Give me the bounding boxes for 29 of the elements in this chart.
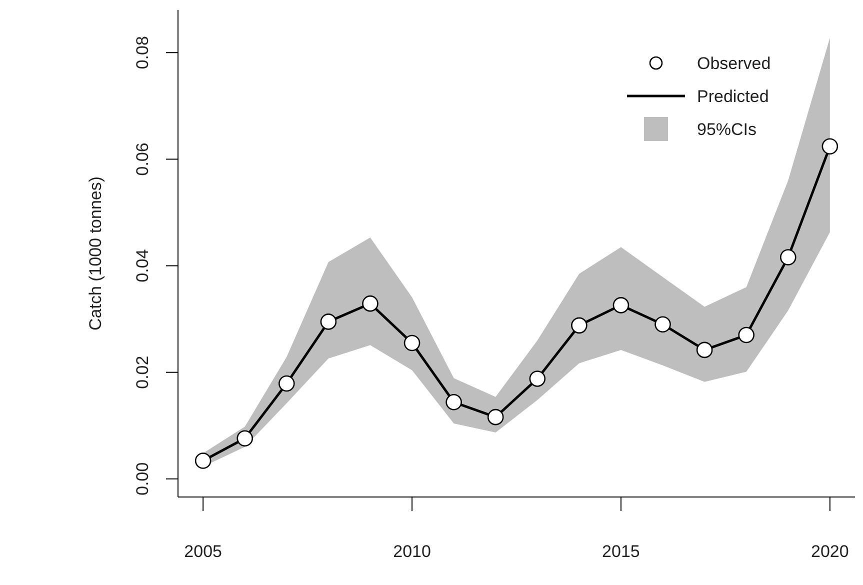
point <box>404 334 420 352</box>
point <box>654 316 671 333</box>
point <box>612 297 630 314</box>
annotation: 95%CIs <box>697 120 757 139</box>
point <box>362 295 378 312</box>
point <box>571 317 588 334</box>
legend-label: Observed <box>697 54 771 73</box>
point <box>487 408 504 426</box>
y-tick-label: 0.04 <box>133 249 152 282</box>
point <box>278 375 295 392</box>
legend-label: Predicted <box>697 87 769 106</box>
x-tick-label: 2005 <box>184 542 222 561</box>
x-tick-label: 2010 <box>393 542 431 561</box>
y-tick-label: 0.06 <box>133 142 152 176</box>
point <box>194 452 212 469</box>
point <box>780 249 796 266</box>
y-axis-title: Catch (1000 tonnes) <box>86 176 105 331</box>
point <box>529 370 546 387</box>
x-tick-label: 2015 <box>602 542 640 561</box>
y-tick-label: 0.08 <box>133 36 152 70</box>
point <box>696 342 713 358</box>
point <box>236 430 254 447</box>
point <box>446 394 462 410</box>
x-tick-label: 2020 <box>811 542 849 561</box>
point <box>822 138 838 155</box>
point <box>738 326 754 344</box>
y-tick-label: 0.00 <box>133 462 152 496</box>
y-tick-label: 0.02 <box>133 356 152 389</box>
point <box>320 314 337 330</box>
